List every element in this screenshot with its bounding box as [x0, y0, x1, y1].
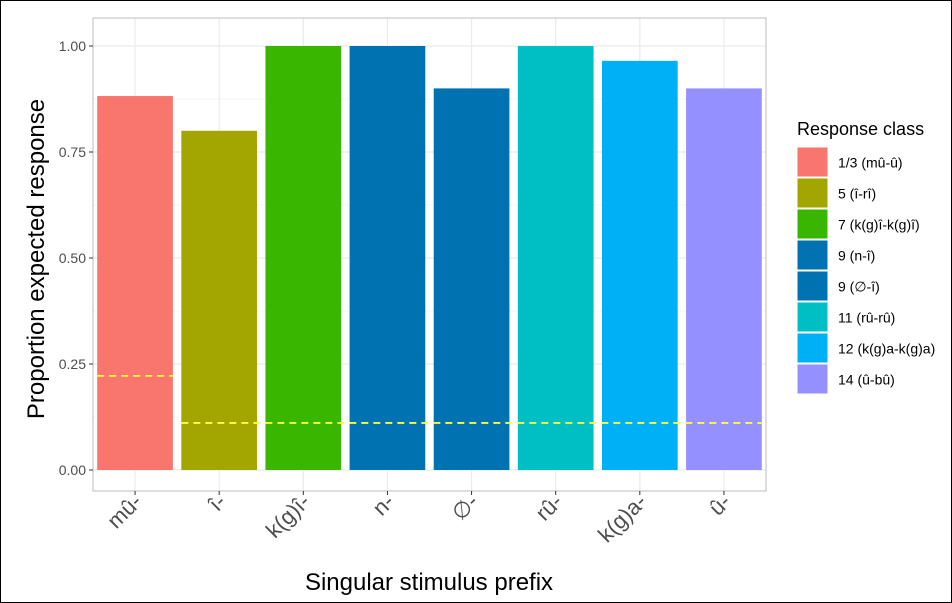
bars	[97, 46, 762, 471]
legend-item-label: 5 (î-rî)	[838, 186, 876, 202]
legend-item-label: 9 (n-î)	[838, 248, 875, 264]
bar	[433, 88, 510, 471]
y-tick-label: 0.50	[59, 250, 86, 266]
x-tick-label: k(g)î-	[261, 489, 315, 543]
bar	[97, 96, 173, 471]
y-tick-label: 0.00	[59, 462, 86, 478]
x-tick-label: rû-	[531, 489, 568, 526]
y-tick-label: 1.00	[59, 38, 86, 54]
panel-border	[92, 17, 767, 492]
y-tick-label: 0.75	[59, 144, 86, 160]
legend-item-label: 11 (rû-rû)	[838, 310, 895, 326]
y-axis: 0.00 0.25 0.50 0.75 1.00	[59, 38, 93, 478]
legend-key	[796, 363, 829, 395]
legend-item-label: 1/3 (mû-û)	[838, 155, 903, 171]
legend-key	[796, 146, 829, 178]
bar	[517, 46, 594, 470]
legend-item-label: 14 (û-bû)	[838, 372, 895, 388]
x-axis: mû-î-k(g)î-n- ∅- rû-k(g)a-û-	[102, 489, 735, 547]
legend-key	[796, 301, 829, 333]
legend-key	[796, 239, 829, 271]
plot-border	[92, 17, 767, 492]
bar	[181, 130, 258, 471]
chance-lines	[97, 374, 762, 424]
legend-key	[796, 332, 829, 364]
x-tick-label: î-	[203, 489, 231, 517]
legend-item-label: 9 (∅-î)	[838, 279, 880, 295]
legend-key	[796, 177, 829, 209]
x-axis-label: Singular stimulus prefix	[305, 569, 553, 596]
bar	[265, 46, 342, 470]
x-tick-label: û-	[704, 489, 736, 521]
x-tick-label: ∅-	[447, 489, 483, 525]
y-tick-label: 0.25	[59, 356, 86, 372]
legend-key	[796, 208, 829, 240]
x-tick-label: k(g)a-	[593, 489, 651, 547]
y-axis-label: Proportion expected response	[23, 99, 50, 419]
bar	[349, 46, 426, 470]
legend-item-label: 12 (k(g)a-k(g)a)	[838, 341, 935, 357]
bar	[601, 60, 678, 471]
x-tick-label: n-	[367, 489, 399, 521]
bar	[686, 88, 762, 471]
legend-key	[796, 270, 829, 302]
legend-item-label: 7 (k(g)î-k(g)î)	[838, 217, 920, 233]
x-tick-label: mû-	[102, 489, 146, 533]
legend: Response class 1/3 (mû-û) 5 (î-rî) 7 (k(g)…	[796, 119, 935, 395]
legend-title: Response class	[797, 119, 924, 139]
